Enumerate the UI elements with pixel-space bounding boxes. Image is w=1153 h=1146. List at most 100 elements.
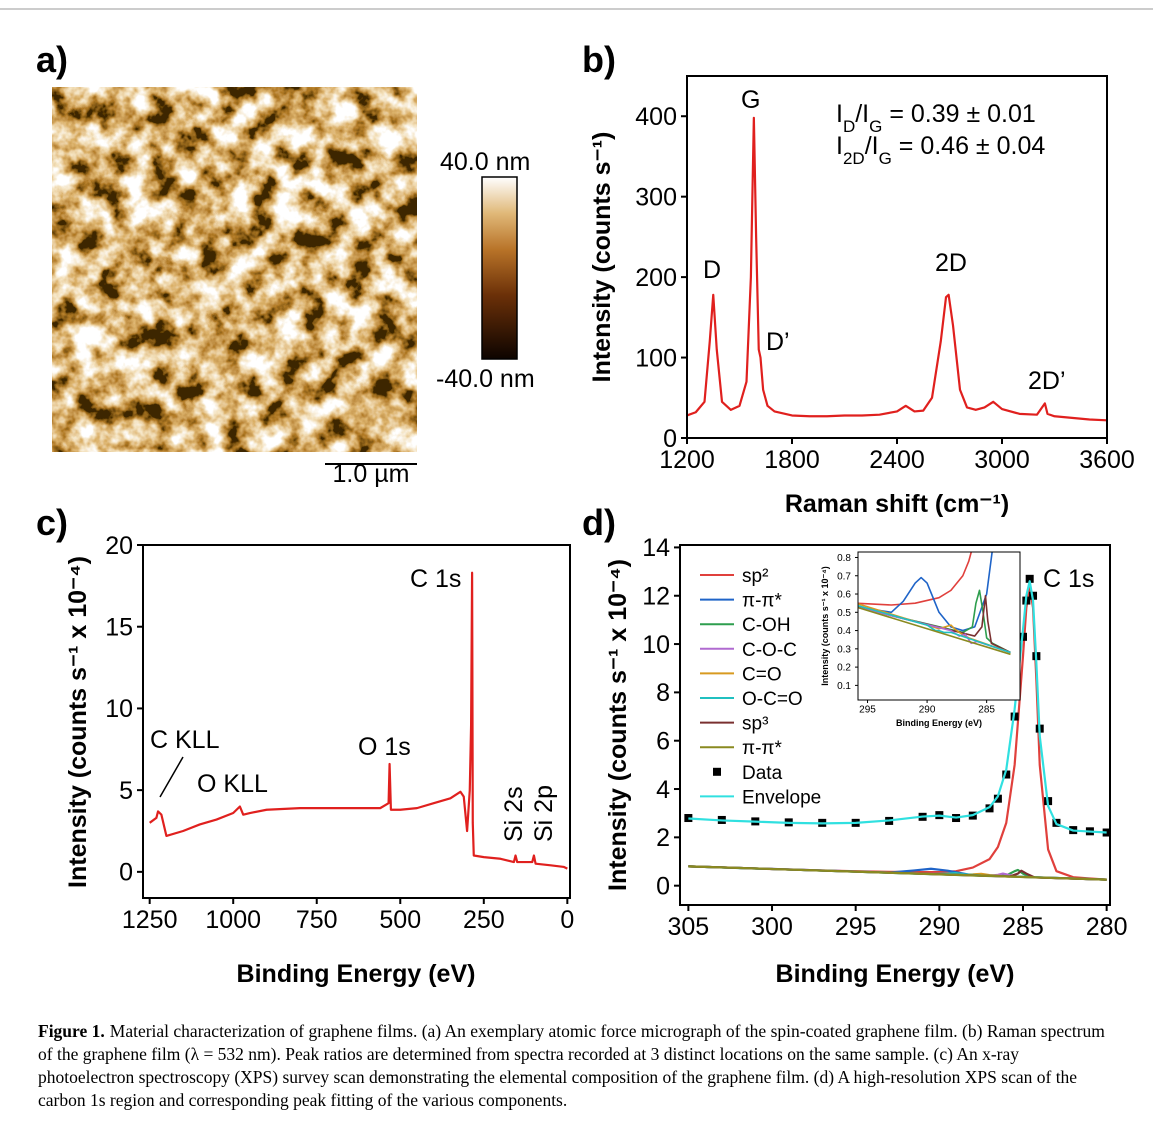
x-tick-label: 1200 (659, 446, 715, 474)
x-tick-label: 2400 (869, 446, 925, 474)
y-tick-label: 20 (105, 532, 133, 560)
x-axis-title: Binding Energy (eV) (237, 960, 476, 988)
legend-label: Envelope (742, 787, 821, 808)
annotation-pointer (159, 756, 184, 798)
annotation: C 1s (1043, 565, 1094, 593)
x-tick-label: 280 (1086, 913, 1128, 941)
y-tick-label: 14 (642, 534, 670, 562)
legend-label: C-O-C (742, 640, 797, 661)
ratio-part: 2D (843, 149, 865, 168)
y-tick-label: 15 (105, 613, 133, 641)
y-tick-label: 0.4 (837, 626, 851, 637)
y-tick-label: 0.6 (837, 590, 851, 601)
series-group (149, 571, 568, 870)
series-line (687, 116, 1107, 422)
chart: 305 300 295 290 285 280 0 2 4 6 8 10 12 14 Binding Ene… (582, 502, 1128, 988)
x-tick-label: 0 (560, 906, 574, 934)
x-tick-label: 295 (835, 913, 877, 941)
annotation: O KLL (197, 770, 268, 798)
ratio-part: G (879, 149, 892, 168)
legend-swatch (713, 767, 721, 776)
caption-label: Figure 1. (38, 1021, 105, 1041)
y-tick-label: 4 (656, 776, 670, 804)
legend-label: O-C=O (742, 689, 803, 710)
annotation: D (703, 256, 721, 284)
y-axis-title: Intensity (counts s⁻¹ x 10⁻⁴) (604, 559, 632, 891)
annotation: G (741, 86, 760, 114)
legend-label: C-OH (742, 615, 791, 636)
x-tick-label: 500 (379, 906, 421, 934)
series-line (149, 571, 568, 870)
y-tick-label: 0.5 (837, 608, 851, 619)
annotation: C KLL (150, 726, 220, 754)
x-tick-label: 3000 (974, 446, 1030, 474)
series-group (684, 574, 1110, 881)
legend-label: sp² (742, 566, 768, 587)
y-axis-title: Intensity (counts s⁻¹ x 10⁻⁴) (820, 566, 830, 685)
scale-bar-label: 1.0 µm (333, 460, 410, 488)
y-tick-label: 10 (642, 631, 670, 659)
series-line (858, 552, 993, 632)
ratio-part: I (836, 132, 843, 160)
panel-label: b) (582, 39, 616, 80)
data-point (993, 794, 1002, 803)
y-tick-label: 0.1 (837, 681, 851, 692)
x-tick-label: 1800 (764, 446, 820, 474)
x-tick-label: 290 (918, 913, 960, 941)
colorbar-min: -40.0 nm (436, 365, 535, 393)
ratio-part: G (869, 117, 882, 136)
x-axis-title: Raman shift (cm⁻¹) (785, 490, 1009, 518)
y-tick-label: 300 (635, 183, 677, 211)
annotation: Si 2p (530, 785, 558, 842)
chart: 295 290 285 0.1 0.2 0.3 0.4 0.5 0.6 0.7 0.8 Binding… (820, 551, 1021, 728)
legend-label: π-π* (742, 738, 783, 759)
y-axis-title: Intensity (counts s⁻¹) (588, 132, 616, 383)
figure: a) 40.0 nm -40.0 nm 1.0 µm 1200 1800 2400 3… (0, 8, 1153, 988)
series-line (858, 606, 1011, 656)
y-tick-label: 12 (642, 582, 670, 610)
plot-frame (679, 544, 1111, 906)
x-axis-title: Binding Energy (eV) (896, 718, 982, 728)
plot-frame (857, 551, 1021, 701)
annotation: Si 2s (500, 786, 528, 842)
caption-text: Material characterization of graphene fi… (38, 1021, 1105, 1110)
series-line (858, 595, 1011, 654)
series-line (858, 604, 1011, 654)
x-axis-title: Binding Energy (eV) (776, 960, 1015, 988)
data-point (684, 814, 693, 823)
series-line (688, 865, 1107, 881)
legend-label: C=O (742, 664, 782, 685)
annotation: O 1s (358, 733, 411, 761)
series-group (687, 116, 1107, 422)
y-tick-label: 100 (635, 344, 677, 372)
x-tick-label: 250 (463, 906, 505, 934)
x-tick-label: 1250 (122, 906, 178, 934)
caption: Figure 1. Material characterization of gr… (38, 1020, 1118, 1112)
x-tick-label: 285 (1002, 913, 1044, 941)
x-tick-label: 290 (919, 705, 936, 716)
y-tick-label: 0 (656, 872, 670, 900)
chart: 1200 1800 2400 3000 3600 0 100 200 300 400 Raman s… (582, 39, 1135, 518)
panel-label: d) (582, 502, 616, 543)
afm-image (52, 87, 417, 452)
annotation: 2D’ (1028, 367, 1066, 395)
colorbar (481, 176, 518, 360)
data-point (1002, 770, 1011, 779)
ratio-annotation: I2D/IG = 0.46 ± 0.04 (836, 132, 1045, 168)
ratio-part: /I (855, 100, 869, 128)
chart: 1250 1000 750 500 250 0 0 5 10 15 20 Binding Energy… (36, 502, 574, 988)
annotation: 2D (935, 249, 967, 277)
y-tick-label: 6 (656, 727, 670, 755)
ratio-part: = 0.46 ± 0.04 (892, 132, 1046, 160)
series-group (858, 552, 1011, 656)
x-tick-label: 285 (978, 705, 995, 716)
x-tick-label: 3600 (1079, 446, 1135, 474)
y-tick-label: 10 (105, 695, 133, 723)
y-tick-label: 200 (635, 264, 677, 292)
legend-label: Data (742, 763, 783, 784)
x-tick-label: 1000 (205, 906, 261, 934)
panel-label: a) (36, 39, 68, 80)
ratio-part: = 0.39 ± 0.01 (882, 100, 1035, 128)
y-tick-label: 0.8 (837, 553, 851, 564)
